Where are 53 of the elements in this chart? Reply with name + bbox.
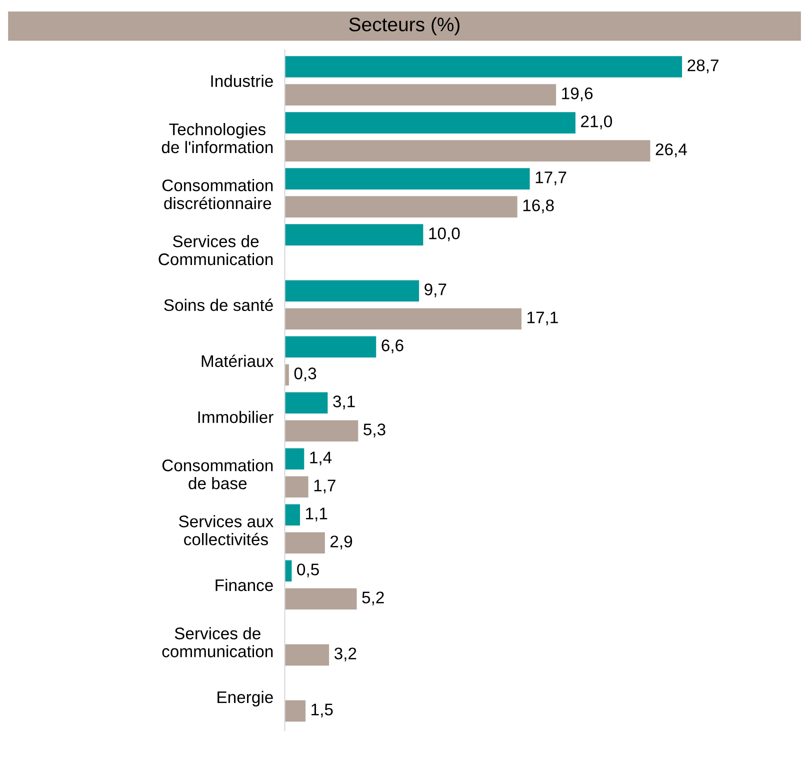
bar [284,420,358,442]
data-label: 0,3 [294,368,316,382]
y-tick-label: Energie [218,690,273,706]
data-label: 9,7 [424,284,446,298]
bar [284,224,424,246]
y-tick-label: Services de Communication [158,235,273,266]
y-tick-label: Services aux collectivités [179,515,274,546]
bar [284,336,376,358]
bar [284,280,420,302]
data-label: 17,7 [536,172,566,186]
y-tick-label: Services de communication [162,627,273,658]
data-label: 1,1 [306,508,328,522]
chart-title: Secteurs (%) [349,17,460,36]
data-label: 10,0 [429,228,460,242]
bar [284,476,308,498]
y-tick-label: Consommation discrétionnaire [162,179,273,210]
bar [284,56,682,78]
bar [284,196,518,218]
data-label: 28,7 [688,59,718,74]
data-label: 26,4 [656,143,687,158]
data-label: 0,5 [297,564,319,578]
data-label: 2,9 [330,536,352,550]
data-label: 1,4 [310,452,332,466]
data-label: 1,5 [312,704,333,718]
bar [284,700,306,722]
y-tick-label: Finance [216,578,273,592]
data-label: 17,1 [528,312,558,326]
data-label: 21,0 [581,115,612,130]
bar [284,588,357,610]
y-tick-label: Consommation de base [162,459,273,490]
bar [284,644,330,666]
data-label: 16,8 [523,199,554,214]
data-label: 19,6 [562,87,593,102]
bar [284,140,650,162]
bar [284,504,300,526]
bar [284,392,328,414]
data-label: 5,2 [362,592,384,606]
data-label: 3,1 [333,396,355,410]
data-label: 3,2 [334,648,356,662]
bar [284,532,325,554]
data-label: 5,3 [364,424,386,438]
y-tick-label: Technologies de l'information [162,123,273,154]
bar [284,448,304,470]
y-tick-label: Industrie [211,74,273,87]
data-label: 6,6 [382,340,404,354]
bar [284,308,522,330]
bar [284,168,530,190]
data-label: 1,7 [314,480,336,494]
y-tick-label: Matériaux [202,354,274,368]
y-tick-label: Soins de santé [164,298,273,312]
y-tick-label: Immobilier [198,410,274,424]
bar [284,84,556,106]
bar [284,112,576,134]
